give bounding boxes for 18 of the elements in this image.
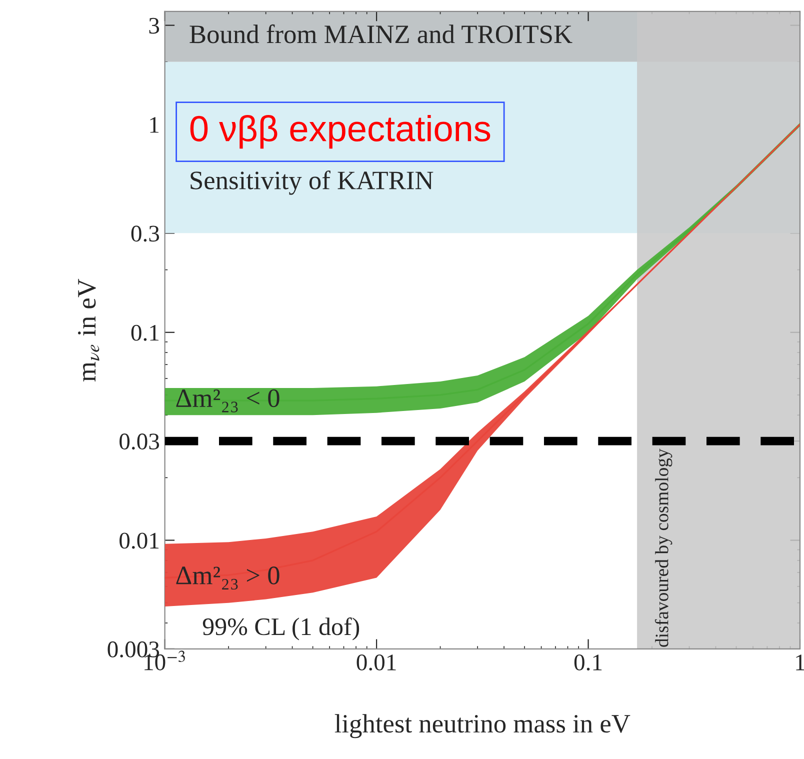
series-label: Δm²₂₃ < 0 — [176, 389, 280, 412]
y-tick-label: 0.1 — [131, 324, 159, 341]
x-tick-label: 0.1 — [574, 654, 602, 671]
y-tick-label: 1 — [150, 117, 159, 133]
y-tick-label: 0.03 — [120, 434, 160, 450]
series-label: Δm²₂₃ > 0 — [176, 566, 280, 590]
band-label: Sensitivity of KATRIN — [190, 170, 434, 195]
band-label: disfavoured by cosmology — [654, 448, 672, 647]
y-tick-label: 0.3 — [131, 226, 160, 242]
x-tick-label: 0.01 — [356, 654, 396, 671]
x-tick-label: 1 — [796, 654, 804, 670]
x-axis-title: lightest neutrino mass in eV — [334, 714, 630, 738]
annotation: 99% CL (1 dof) — [202, 617, 360, 640]
band-label: Bound from MAINZ and TROITSK — [190, 24, 572, 44]
y-tick-label: 3 — [149, 18, 160, 34]
y-tick-label: 0.01 — [120, 532, 159, 549]
y-axis-title: m$_{νe}$ in eV — [78, 278, 100, 382]
annotation: 0 νββ expectations — [190, 114, 490, 149]
